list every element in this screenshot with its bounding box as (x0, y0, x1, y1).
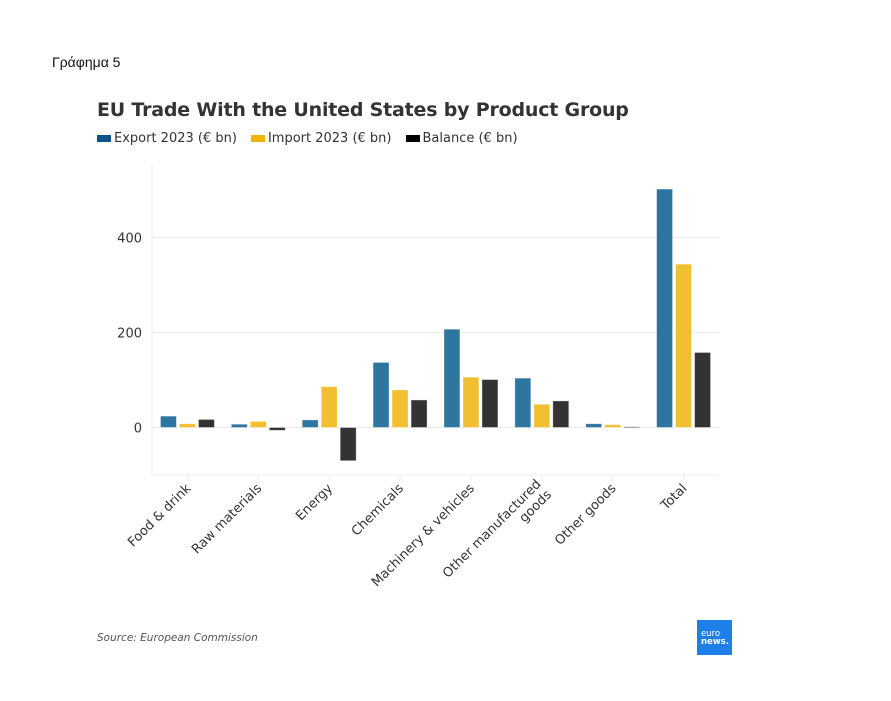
x-tick-label: Food & drink (125, 481, 194, 550)
bar-export[interactable] (656, 188, 673, 428)
x-tick-label-line: Total (658, 481, 691, 514)
bar-export[interactable] (372, 362, 390, 428)
bar-balance[interactable] (481, 379, 499, 428)
legend-swatch-balance (405, 135, 420, 142)
source-note: Source: European Commission (97, 632, 258, 644)
bar-export[interactable] (585, 423, 603, 428)
x-tick-label-line: Other goods (552, 481, 619, 548)
x-tick-label-line: Food & drink (125, 481, 194, 550)
x-tick-label-line: Raw materials (189, 481, 265, 557)
bar-export[interactable] (230, 423, 248, 428)
x-tick-label: Total (658, 481, 691, 514)
legend-label-balance: Balance (€ bn) (422, 131, 518, 146)
legend-item-import[interactable]: Import 2023 (€ bn) (250, 131, 392, 146)
legend-item-export[interactable]: Export 2023 (€ bn) (97, 131, 237, 146)
legend-label-import: Import 2023 (€ bn) (267, 131, 392, 146)
legend-label-export: Export 2023 (€ bn) (114, 131, 237, 146)
bar-import[interactable] (675, 263, 692, 428)
chart-title: EU Trade With the United States by Produ… (97, 99, 629, 121)
bar-import[interactable] (391, 389, 409, 428)
logo-line-2: news. (701, 636, 729, 647)
bar-export[interactable] (301, 419, 319, 428)
x-tick-label-line: Chemicals (349, 481, 407, 539)
legend-swatch-import (250, 135, 265, 142)
y-tick-label: 400 (117, 232, 142, 247)
legend-swatch-export (97, 135, 111, 142)
bar-import[interactable] (179, 423, 196, 428)
x-tick-label: Other goods (552, 481, 619, 548)
x-tick-label: Raw materials (189, 481, 265, 557)
x-tick-label-line: Energy (293, 481, 336, 524)
x-tick-label: Chemicals (349, 481, 407, 539)
bar-import[interactable] (249, 420, 267, 428)
logo-line-1: euro (701, 628, 721, 639)
y-tick-label: 200 (117, 327, 142, 342)
bar-balance[interactable] (623, 426, 641, 429)
figure-caption: Γράφημα 5 (52, 54, 121, 70)
euronews-logo: euro news. (697, 620, 732, 655)
bar-import[interactable] (462, 376, 480, 428)
bar-balance[interactable] (694, 352, 711, 428)
chart-legend: Export 2023 (€ bn) Import 2023 (€ bn) Ba… (97, 131, 518, 146)
bar-export[interactable] (160, 415, 177, 428)
bar-balance[interactable] (268, 427, 286, 431)
bar-export[interactable] (514, 377, 532, 428)
x-tick-label: Energy (293, 481, 336, 524)
bar-balance[interactable] (339, 427, 357, 462)
bar-balance[interactable] (198, 419, 215, 428)
bar-import[interactable] (604, 424, 622, 428)
legend-item-balance[interactable]: Balance (€ bn) (405, 131, 518, 146)
bar-balance[interactable] (552, 400, 570, 428)
bar-export[interactable] (443, 328, 461, 428)
bar-import[interactable] (320, 386, 338, 428)
y-tick-label: 0 (134, 422, 142, 437)
bar-balance[interactable] (410, 399, 428, 428)
bar-import[interactable] (533, 403, 551, 428)
